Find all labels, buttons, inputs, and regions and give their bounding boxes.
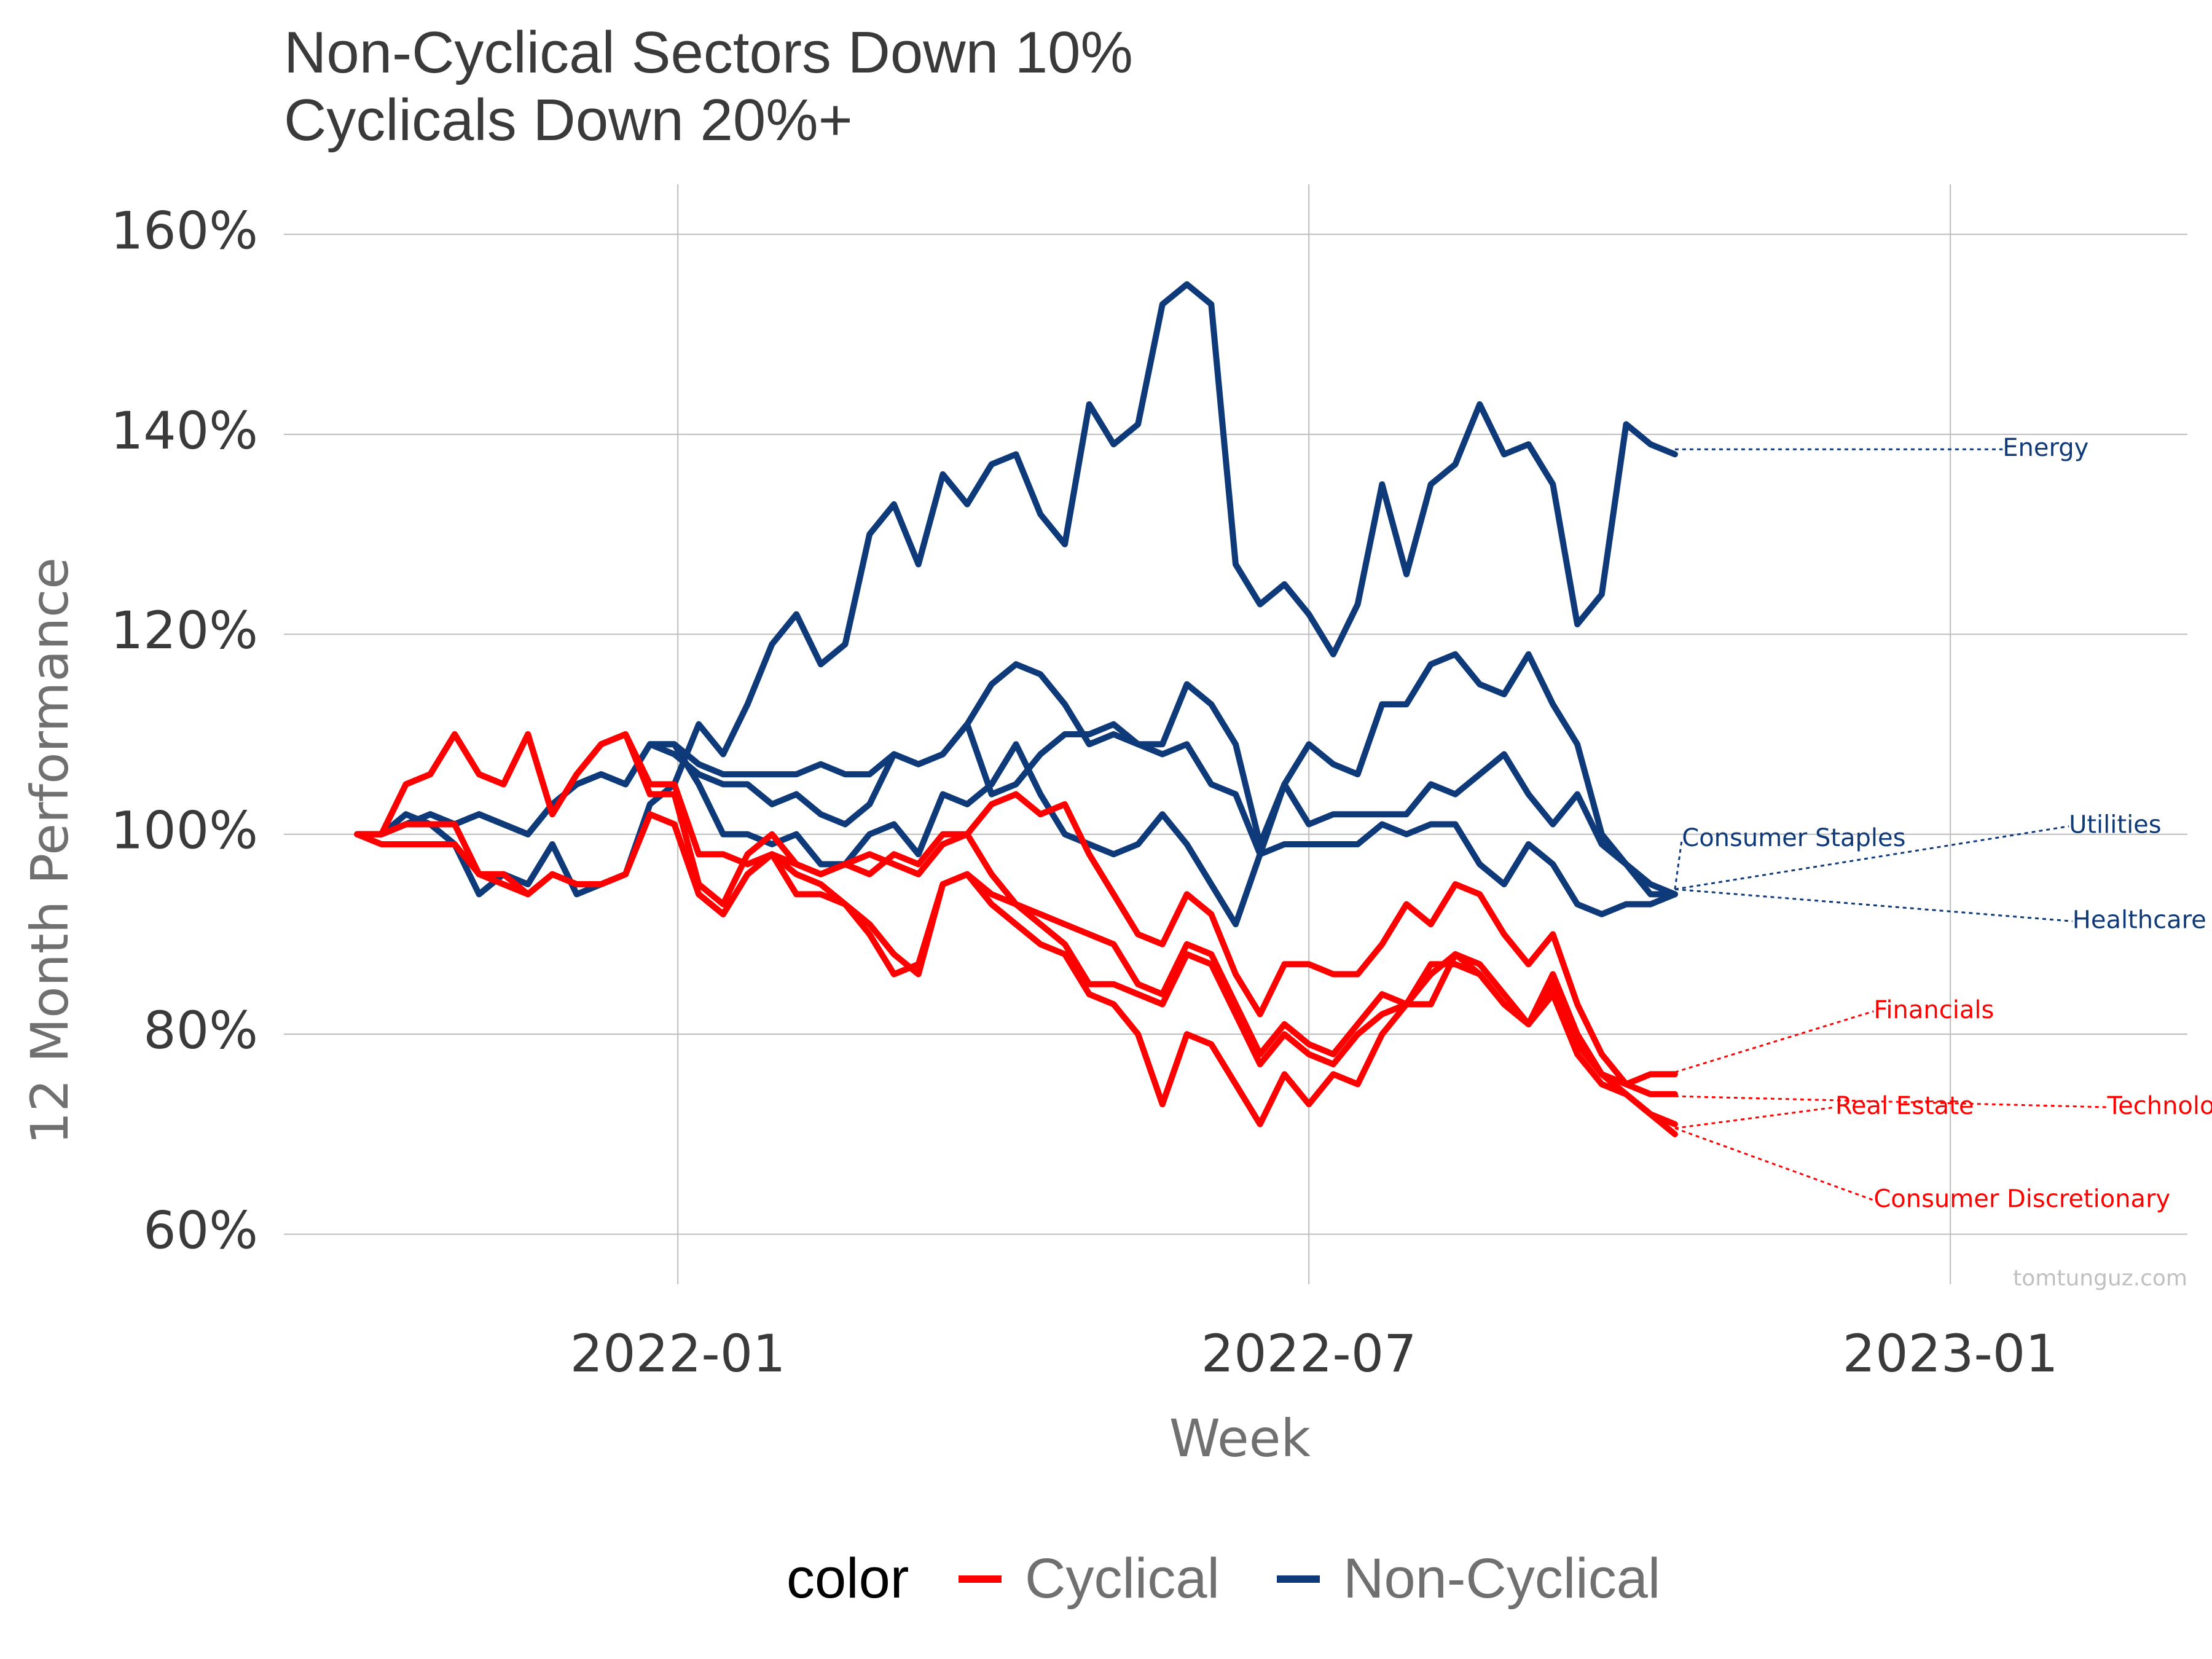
annotation-utilities: Utilities	[2069, 811, 2162, 839]
leader-financials	[1674, 1010, 1874, 1073]
legend-entry-cyclical: Cyclical	[959, 1547, 1220, 1610]
legend-label-cyclical: Cyclical	[1025, 1547, 1220, 1610]
y-tick-label: 100%	[111, 801, 258, 861]
y-tick-label: 120%	[111, 600, 258, 661]
x-tick-label: 2023-01	[1843, 1324, 2058, 1384]
annotation-consumer-discretionary: Consumer Discretionary	[1873, 1185, 2170, 1213]
annotation-financials: Financials	[1873, 996, 1994, 1024]
watermark: tomtunguz.com	[2013, 1266, 2187, 1291]
legend-title: color	[786, 1547, 909, 1610]
series-line-consumer-discretionary	[354, 811, 1678, 1137]
x-axis-ticks: 2022-01 2022-07 2023-01	[570, 1324, 2058, 1384]
annotation-real-estate: Real Estate	[1835, 1092, 1974, 1120]
y-axis-title: 12 Month Performance	[20, 557, 80, 1145]
chart-title-line-2: Cyclicals Down 20%+	[284, 87, 853, 153]
y-tick-label: 80%	[143, 1000, 258, 1061]
legend: color Cyclical Non-Cyclical	[786, 1547, 1660, 1610]
y-tick-label: 160%	[111, 200, 258, 261]
grid-layer	[284, 184, 2187, 1284]
legend-entry-non-cyclical: Non-Cyclical	[1277, 1547, 1660, 1610]
y-axis-ticks: 60% 80% 100% 120% 140% 160%	[111, 200, 258, 1260]
annotation-healthcare: Healthcare	[2073, 906, 2206, 934]
leader-consumer-staples	[1674, 839, 1683, 890]
annotation-layer: Energy Consumer Staples Utilities Healthcar…	[1674, 434, 2212, 1213]
leader-utilities	[1674, 825, 2069, 890]
chart-title-line-1: Non-Cyclical Sectors Down 10%	[284, 20, 1133, 85]
x-tick-label: 2022-07	[1201, 1324, 1417, 1384]
series-layer	[354, 281, 1678, 1137]
y-tick-label: 140%	[111, 401, 258, 461]
x-axis-title: Week	[1169, 1408, 1311, 1469]
series-line-healthcare	[354, 741, 1678, 928]
y-tick-label: 60%	[143, 1201, 258, 1261]
annotation-energy: Energy	[2002, 434, 2088, 462]
series-line-energy	[354, 281, 1678, 898]
x-tick-label: 2022-01	[570, 1324, 786, 1384]
leader-technology	[1674, 1095, 2108, 1108]
annotation-consumer-staples: Consumer Staples	[1682, 824, 1905, 852]
annotation-technology: Technology	[2106, 1092, 2212, 1120]
leader-healthcare	[1674, 888, 2073, 922]
series-line-technology	[354, 731, 1678, 1097]
leader-real-estate	[1674, 1106, 1836, 1129]
leader-consumer-discretionary	[1674, 1127, 1874, 1201]
legend-label-non-cyclical: Non-Cyclical	[1343, 1547, 1660, 1610]
